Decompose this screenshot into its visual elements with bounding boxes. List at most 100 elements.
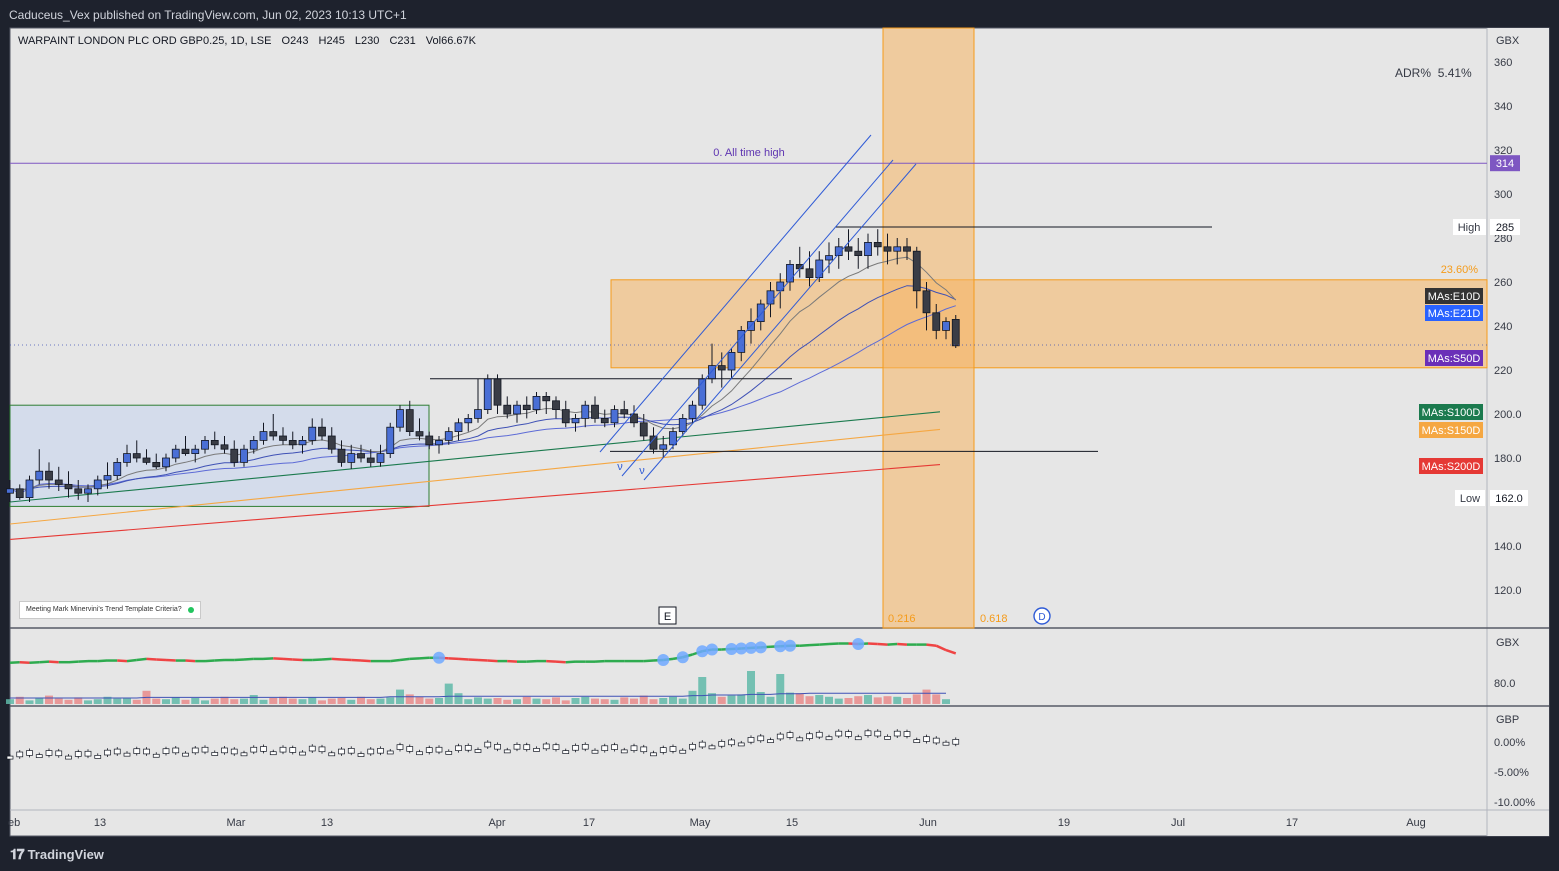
- price-tick: 340: [1494, 101, 1512, 113]
- rs-candle: [903, 731, 911, 737]
- time-tick: May: [690, 817, 711, 829]
- rs-candle: [416, 751, 423, 756]
- rs-candle: [113, 748, 121, 755]
- rs-candle: [182, 752, 189, 757]
- channel-line: [621, 159, 894, 477]
- candle: [25, 479, 34, 499]
- tradingview-logo[interactable]: 𝟏𝟕 TradingView: [10, 846, 104, 863]
- rs-candle: [542, 743, 550, 750]
- rs-tick: -5.00%: [1494, 767, 1529, 779]
- low-label: Low: [1460, 493, 1480, 505]
- rs-candle: [221, 747, 228, 754]
- rs-candle: [474, 749, 482, 753]
- price-tick: 360: [1494, 57, 1512, 69]
- candle: [893, 246, 902, 252]
- volume-bar: [357, 696, 365, 704]
- time-tick: Jul: [1171, 817, 1185, 829]
- time-zone-label: 0.618: [980, 613, 1008, 625]
- candle: [15, 488, 24, 498]
- rs-candle: [396, 744, 404, 750]
- time-tick: 15: [786, 817, 798, 829]
- volume-bar: [893, 696, 902, 704]
- strength-line: [409, 657, 420, 661]
- rs-candle: [601, 745, 609, 751]
- volume-bar: [776, 674, 785, 704]
- price-axis-currency: GBX: [1496, 35, 1520, 47]
- candle: [396, 409, 404, 428]
- rs-candle: [708, 745, 716, 750]
- candle: [776, 281, 785, 292]
- volume-bar: [727, 695, 736, 704]
- moving-averages: [9, 256, 957, 540]
- rs-candle: [942, 741, 950, 746]
- volume-bar: [669, 696, 677, 704]
- candle: [152, 461, 161, 468]
- candle: [766, 290, 775, 305]
- volume-bar: [903, 698, 911, 704]
- rs-candle: [269, 751, 277, 756]
- volume-bar: [493, 698, 502, 704]
- rs-candle: [767, 739, 774, 744]
- strength-line: [204, 659, 215, 663]
- rs-candle: [377, 748, 384, 754]
- legend-close: C231: [389, 35, 416, 47]
- dividend-marker: [1033, 607, 1051, 625]
- rs-candle: [464, 745, 472, 751]
- strength-line: [799, 643, 810, 647]
- minervini-indicator[interactable]: Meeting Mark Minervini's Trend Template …: [19, 601, 201, 619]
- volume-bar: [249, 695, 258, 704]
- strength-line: [877, 642, 888, 646]
- candle: [639, 422, 648, 437]
- volume-bar: [883, 696, 892, 704]
- rs-candle: [845, 731, 852, 737]
- rs-candle: [279, 746, 287, 753]
- volume-bar: [210, 698, 219, 704]
- volume-bar: [240, 698, 248, 704]
- candle: [249, 439, 258, 450]
- candle: [883, 246, 892, 252]
- base-box: [9, 404, 430, 507]
- volume-bar: [337, 698, 346, 704]
- rs-candle: [893, 730, 901, 737]
- volume-bar: [347, 699, 356, 704]
- candle: [942, 321, 950, 331]
- candle: [825, 255, 833, 261]
- volume-ma-line: [10, 692, 946, 699]
- volume-bar: [542, 699, 551, 704]
- volume-bar: [318, 700, 326, 704]
- rs-candle: [406, 746, 414, 752]
- strength-line: [282, 657, 293, 661]
- volume-bar: [191, 698, 200, 704]
- candle: [873, 241, 882, 248]
- rs-candle: [874, 730, 882, 737]
- ma-tag-text: MAs:S50D: [1428, 353, 1481, 365]
- rs-candle: [737, 742, 745, 747]
- price-tags: 314 MAs:E10D MAs:E21D MAs:S50D MAs:S100D MAs:…: [1419, 155, 1528, 506]
- ma-s100-line: [9, 411, 941, 503]
- symbol-title: WARPAINT LONDON PLC ORD GBP0.25, 1D, LSE: [18, 35, 272, 47]
- axes: GBX 360 340 320 300 280 260 240 220 200.0 180.0 140…: [8, 35, 1522, 829]
- candle: [64, 483, 73, 490]
- price-tick: 140.0: [1494, 541, 1522, 553]
- candle: [600, 417, 609, 424]
- candle: [951, 318, 960, 347]
- candle: [581, 404, 590, 419]
- rs-candle: [16, 751, 24, 758]
- strength-line: [887, 642, 898, 646]
- volume-bar: [269, 698, 278, 704]
- candle: [74, 488, 83, 494]
- strength-line: [126, 658, 137, 663]
- strength-line: [292, 658, 303, 662]
- rs-candle: [26, 750, 33, 756]
- strength-line: [507, 659, 518, 663]
- rs-candle: [815, 731, 823, 738]
- background-layer: 23.60% 0.216 0.618: [9, 27, 1488, 629]
- volume-bar: [756, 692, 765, 704]
- strength-line: [926, 643, 937, 647]
- volume-bar: [327, 698, 336, 704]
- rs-candle: [55, 750, 63, 757]
- candle: [659, 444, 668, 450]
- volume-bar: [678, 698, 687, 704]
- volume-bar: [54, 698, 63, 704]
